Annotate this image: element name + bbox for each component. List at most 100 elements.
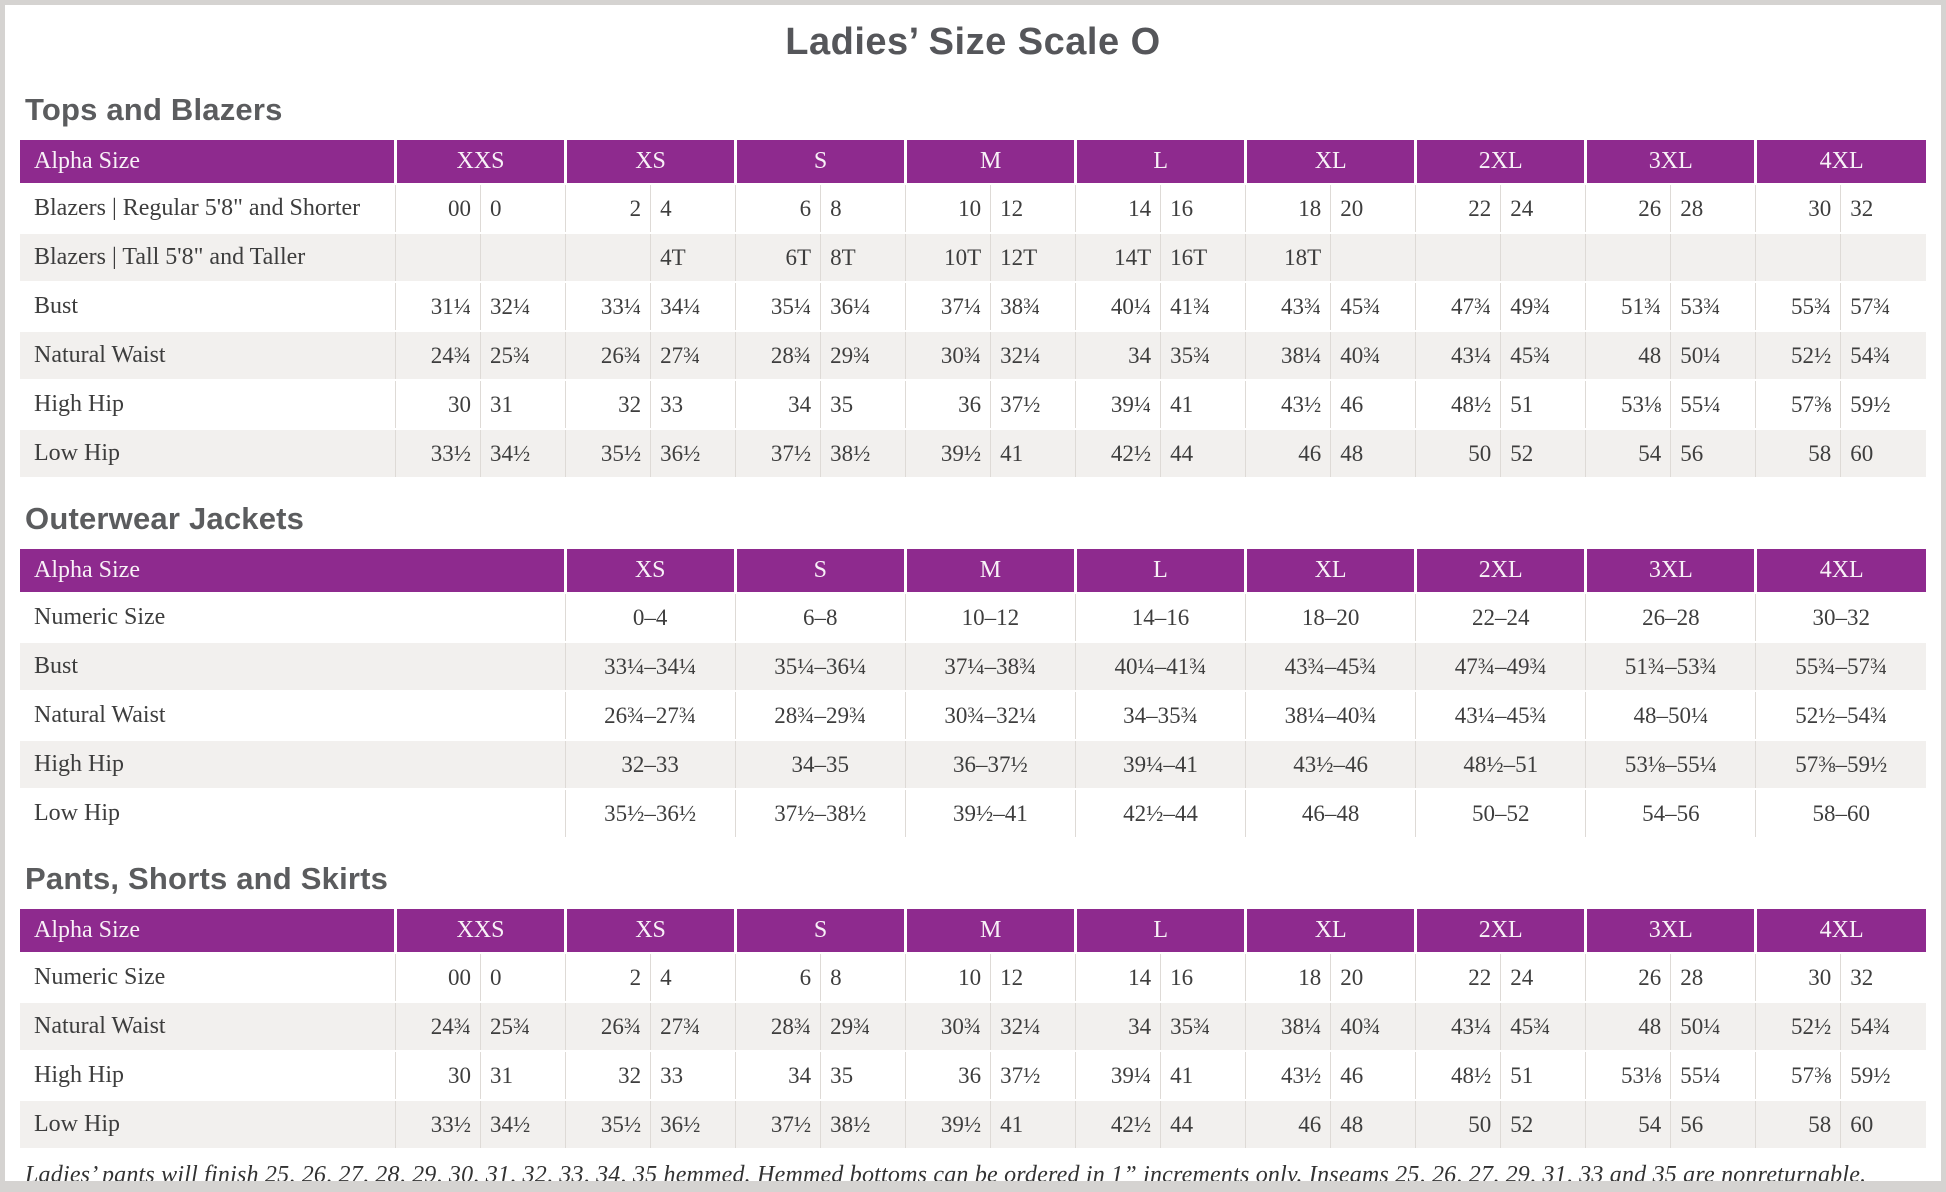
row-label: Bust <box>34 293 79 319</box>
size-value-cell: 16T <box>1160 233 1246 282</box>
size-value-cell: 48½ <box>1415 1051 1501 1100</box>
row-label: Low Hip <box>20 1100 396 1148</box>
size-value-cell: 52½ <box>1755 1002 1841 1051</box>
section-pants-shorts-and-skirts: Pants, Shorts and Skirts Alpha Size XXS XS S… <box>20 861 1926 1148</box>
size-group-header: L <box>1073 549 1246 593</box>
size-value-cell: 10 <box>905 184 991 233</box>
size-value-cell: 12T <box>990 233 1076 282</box>
size-value-cell: 38½ <box>820 1100 906 1148</box>
table-row: Bust 33¼–34¼ 35¼–36¼ 37¼–38¾ 40¼–41¾ 43¾–45¾ 4… <box>20 642 1926 691</box>
size-value-cell: 35¾ <box>1160 1002 1246 1051</box>
size-value-cell: 56 <box>1670 429 1756 477</box>
section-heading: Outerwear Jackets <box>25 501 305 536</box>
size-value-cell: 35 <box>820 380 906 429</box>
table-row: Low Hip 33½ 34½ 35½ 36½ 37½ 38½ 39½ 41 42½ 44 46 48 5… <box>20 429 1926 477</box>
section-heading: Pants, Shorts and Skirts <box>25 861 389 896</box>
size-value-cell: 2 <box>565 953 651 1002</box>
hemming-footnote: Ladies’ pants will finish 25, 26, 27, 28… <box>25 1162 1867 1181</box>
size-value-cell: 00 <box>395 184 481 233</box>
size-value-cell: 26 <box>1585 953 1671 1002</box>
row-label: Blazers | Tall 5'8" and Taller <box>20 233 396 282</box>
table-header: Alpha Size XXS XS S M L XL 2XL 3XL 4XL <box>20 909 1926 953</box>
table-row: High Hip 32–33 34–35 36–37½ 39¼–41 43½–46 48½–… <box>20 740 1926 789</box>
size-value-cell: 20 <box>1330 184 1416 233</box>
size-value-cell: 44 <box>1160 429 1246 477</box>
row-label: Low Hip <box>20 429 396 477</box>
size-value-cell: 00 <box>395 953 481 1002</box>
size-value-cell: 27¾ <box>650 1002 736 1051</box>
size-value-cell: 53¾ <box>1670 282 1756 331</box>
size-value-cell: 6 <box>735 953 821 1002</box>
size-value-cell: 39½–41 <box>904 789 1076 837</box>
size-value-cell: 25¾ <box>480 1002 566 1051</box>
size-value-cell: 58–60 <box>1755 789 1926 837</box>
size-group-header: 4XL <box>1754 909 1926 953</box>
size-value-cell: 34–35¾ <box>1074 691 1246 740</box>
size-value-cell: 37¼ <box>905 282 991 331</box>
size-value-cell: 14 <box>1075 953 1161 1002</box>
size-value-cell: 30 <box>1755 184 1841 233</box>
size-value-cell: 43¼ <box>1415 1002 1501 1051</box>
table-header: Alpha Size XS S M L XL 2XL 3XL 4XL <box>20 549 1926 593</box>
header-row: Alpha Size XXS XS S M L XL 2XL 3XL 4XL <box>20 909 1926 953</box>
size-value-cell: 25¾ <box>480 331 566 380</box>
size-value-cell: 30 <box>1755 953 1841 1002</box>
size-value-cell: 28¾ <box>735 331 821 380</box>
size-value-cell: 35½ <box>565 429 651 477</box>
size-value-cell: 35 <box>820 1051 906 1100</box>
size-value-cell: 48 <box>1585 331 1671 380</box>
size-value-cell: 47¾–49¾ <box>1415 642 1586 691</box>
size-value-cell: 39¼ <box>1075 380 1161 429</box>
alpha-size-header: Alpha Size <box>20 140 396 184</box>
size-value-cell: 51 <box>1500 380 1586 429</box>
size-value-cell: 55¾–57¾ <box>1755 642 1926 691</box>
size-value-cell: 34½ <box>480 429 566 477</box>
size-table: Alpha Size XXS XS S M L XL 2XL 3XL 4XL Blazers | R… <box>20 140 1926 477</box>
size-value-cell: 51 <box>1500 1051 1586 1100</box>
size-value-cell: 18 <box>1245 953 1331 1002</box>
size-value-cell: 28¾–29¾ <box>734 691 906 740</box>
size-value-cell: 33½ <box>395 429 481 477</box>
size-value-cell: 36¼ <box>820 282 906 331</box>
size-value-cell: 42½–44 <box>1074 789 1246 837</box>
size-value-cell: 38¼–40¾ <box>1245 691 1416 740</box>
size-value-cell: 42½ <box>1075 1100 1161 1148</box>
size-value-cell: 50 <box>1415 429 1501 477</box>
size-value-cell: 24 <box>1500 184 1586 233</box>
size-value-cell: 34 <box>735 1051 821 1100</box>
size-value-cell: 22–24 <box>1415 593 1586 642</box>
size-value-cell: 34 <box>735 380 821 429</box>
size-value-cell: 2 <box>565 184 651 233</box>
section-outerwear-jackets: Outerwear Jackets Alpha Size XS S M L XL 2XL 3XL… <box>20 501 1926 837</box>
size-value-cell: 60 <box>1840 429 1926 477</box>
size-value-cell: 39¼ <box>1075 1051 1161 1100</box>
row-label: Numeric Size <box>34 964 166 990</box>
page-title: Ladies’ Size Scale O <box>785 21 1161 63</box>
size-value-cell: 36–37½ <box>904 740 1076 789</box>
size-value-cell: 18–20 <box>1245 593 1416 642</box>
size-value-cell: 34 <box>1075 1002 1161 1051</box>
table-row: High Hip 30 31 32 33 34 35 36 37½ 39¼ 41 43½ 46 48½ 51… <box>20 1051 1926 1100</box>
size-group-header: XS <box>564 909 736 953</box>
table-row: Numeric Size 0–4 6–8 10–12 14–16 18–20 22–24 26… <box>20 593 1926 642</box>
size-value-cell: 8 <box>820 184 906 233</box>
size-value-cell: 30 <box>395 1051 481 1100</box>
size-value-cell: 36 <box>905 1051 991 1100</box>
size-group-header: XXS <box>394 909 566 953</box>
size-value-cell: 40¼–41¾ <box>1074 642 1246 691</box>
alpha-size-header: Alpha Size <box>20 909 396 953</box>
size-value-cell: 57⅜ <box>1755 1051 1841 1100</box>
table-row: Natural Waist 24¾ 25¾ 26¾ 27¾ 28¾ 29¾ 30¾ 32¼ 34 3… <box>20 331 1926 380</box>
size-value-cell: 32 <box>565 1051 651 1100</box>
size-group-header: L <box>1074 140 1246 184</box>
size-value-cell: 32 <box>1840 953 1926 1002</box>
row-label: Numeric Size <box>34 604 166 630</box>
size-group-header: XXS <box>394 140 566 184</box>
size-value-cell: 43¼ <box>1415 331 1501 380</box>
size-value-cell: 26¾ <box>565 331 651 380</box>
size-value-cell: 33 <box>650 1051 736 1100</box>
size-value-cell: 37½ <box>735 429 821 477</box>
size-value-cell <box>395 233 481 282</box>
size-value-cell: 48 <box>1330 1100 1416 1148</box>
size-value-cell: 4 <box>650 953 736 1002</box>
